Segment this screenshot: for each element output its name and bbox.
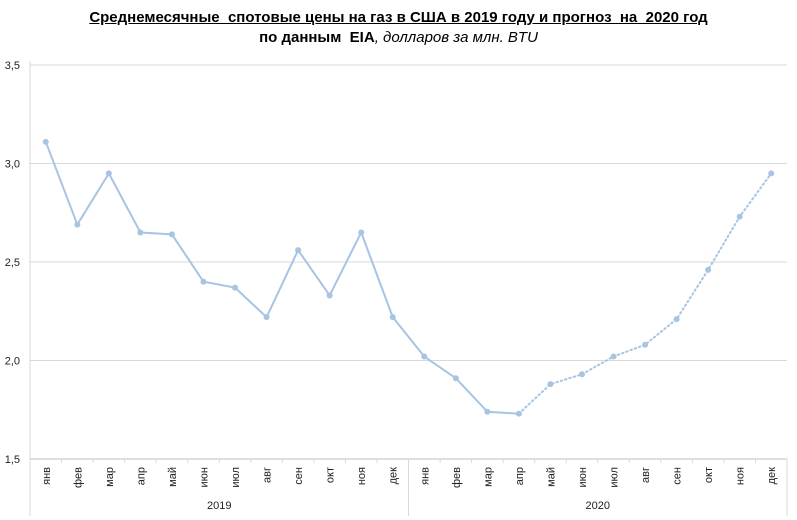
x-category-label: июн bbox=[198, 467, 210, 487]
data-point bbox=[263, 314, 270, 321]
x-category-label: янв bbox=[41, 467, 53, 485]
axes bbox=[29, 61, 788, 516]
data-point bbox=[358, 229, 365, 236]
data-point bbox=[736, 213, 743, 220]
x-category-label: ноя bbox=[735, 467, 747, 485]
chart-title: Среднемесячные спотовые цены на газ в СШ… bbox=[0, 8, 797, 48]
x-category-label: янв bbox=[419, 467, 431, 485]
data-point bbox=[642, 341, 649, 348]
y-axis-ticks: 1,5 2,0 2,5 3,0 3,5 bbox=[5, 60, 20, 466]
chart-title-source: по данным EIA bbox=[259, 29, 375, 46]
x-category-label: июл bbox=[609, 467, 621, 488]
x-category-label: июл bbox=[230, 467, 242, 488]
data-point bbox=[137, 229, 144, 236]
x-category-label: авг bbox=[640, 467, 652, 483]
data-point bbox=[200, 278, 207, 285]
data-point bbox=[515, 410, 522, 417]
data-point bbox=[295, 247, 302, 254]
y-tick-label: 2,0 bbox=[5, 356, 20, 368]
data-point bbox=[232, 284, 239, 291]
x-category-label: май bbox=[167, 467, 179, 487]
x-category-label: фев bbox=[451, 467, 463, 488]
data-point bbox=[42, 138, 49, 145]
x-category-label: сен bbox=[293, 467, 305, 485]
x-category-label: дек bbox=[766, 467, 778, 485]
x-category-label: апр bbox=[514, 467, 526, 485]
data-point bbox=[705, 266, 712, 273]
x-category-label: май bbox=[545, 467, 557, 487]
data-point bbox=[484, 408, 491, 415]
x-category-label: окт bbox=[703, 467, 715, 483]
data-point bbox=[326, 292, 333, 299]
data-point bbox=[389, 314, 396, 321]
x-category-label: июн bbox=[577, 467, 589, 487]
y-tick-label: 2,5 bbox=[5, 257, 20, 269]
x-category-label: окт bbox=[325, 467, 337, 483]
series-line-forecast bbox=[517, 172, 773, 415]
data-point bbox=[610, 353, 617, 360]
x-category-label: мар bbox=[104, 467, 116, 487]
year-group-label: 2019 bbox=[207, 500, 231, 512]
chart-title-units: , долларов за млн. BTU bbox=[374, 29, 538, 46]
year-group-label: 2020 bbox=[586, 500, 610, 512]
data-point bbox=[578, 371, 585, 378]
x-category-label: мар bbox=[482, 467, 494, 487]
x-category-label: авг bbox=[262, 467, 274, 483]
x-category-label: дек bbox=[388, 467, 400, 485]
x-axis-year-groups: 2019 2020 bbox=[207, 500, 610, 512]
data-point bbox=[105, 170, 112, 177]
y-tick-label: 1,5 bbox=[5, 454, 20, 466]
x-category-label: сен bbox=[672, 467, 684, 485]
x-axis-categories: янв фев мар апр май июн июл авг сен окт ноя дек янв ф… bbox=[41, 467, 778, 488]
data-point bbox=[168, 231, 175, 238]
chart-title-line1: Среднемесячные спотовые цены на газ в СШ… bbox=[89, 9, 708, 26]
data-point bbox=[421, 353, 428, 360]
x-category-label: ноя bbox=[356, 467, 368, 485]
data-point bbox=[452, 375, 459, 382]
chart-title-line2: по данным EIA, долларов за млн. BTU bbox=[0, 28, 797, 48]
y-tick-label: 3,5 bbox=[5, 60, 20, 72]
data-point bbox=[768, 170, 775, 177]
data-point bbox=[547, 381, 554, 388]
data-point bbox=[74, 221, 81, 228]
y-tick-label: 3,0 bbox=[5, 159, 20, 171]
gridlines bbox=[30, 64, 787, 361]
series-price bbox=[42, 138, 775, 417]
data-point bbox=[673, 316, 680, 323]
series-line-actual bbox=[44, 141, 519, 415]
x-category-label: апр bbox=[135, 467, 147, 485]
x-category-label: фев bbox=[72, 467, 84, 488]
